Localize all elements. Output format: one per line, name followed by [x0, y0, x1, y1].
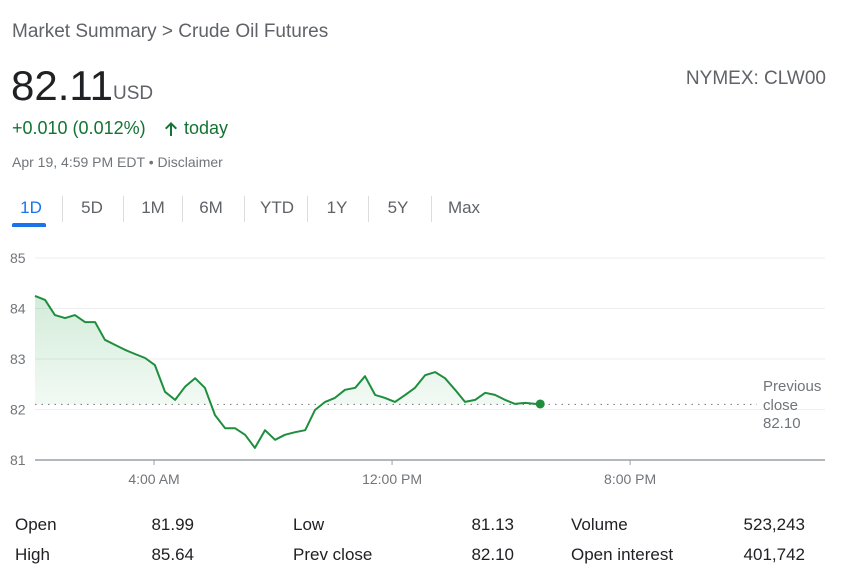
stat-value: 523,243 — [743, 515, 805, 534]
stat-value: 81.99 — [151, 515, 194, 534]
tab-separator — [182, 196, 183, 222]
change-period: today — [184, 118, 229, 138]
price-line — [34, 294, 541, 449]
y-tick-label: 82 — [10, 402, 26, 418]
stat-value: 81.13 — [471, 515, 514, 534]
price: 82.11 — [11, 62, 113, 109]
range-tab[interactable]: 6M — [199, 198, 223, 217]
range-tab[interactable]: 5Y — [387, 198, 409, 217]
stat-value: 85.64 — [151, 545, 194, 564]
active-tab-indicator — [12, 223, 46, 227]
area-fill — [35, 295, 541, 405]
timestamp-row: Apr 19, 4:59 PM EDT • Disclaimer — [12, 154, 223, 170]
breadcrumb[interactable]: Market Summary > Crude Oil Futures — [12, 21, 329, 42]
previous-close-label: Previous close — [763, 378, 822, 415]
tab-separator — [244, 196, 245, 222]
change: +0.010 (0.012%) — [12, 118, 146, 138]
y-tick-label: 83 — [10, 351, 26, 367]
range-tab[interactable]: Max — [447, 198, 481, 217]
stat-label: Low — [293, 515, 325, 534]
x-tick-label: 12:00 PM — [362, 471, 422, 487]
stat-value: 401,742 — [743, 545, 805, 564]
separator: • — [148, 154, 154, 170]
exchange: NYMEX: CLW00 — [685, 68, 826, 89]
stat-label: High — [15, 545, 50, 564]
stat-label: Open — [15, 515, 57, 534]
currency: USD — [113, 83, 154, 104]
y-tick-label: 85 — [10, 250, 26, 266]
disclaimer[interactable]: Disclaimer — [157, 154, 223, 170]
tab-separator — [307, 196, 308, 222]
last-price-dot — [535, 399, 545, 409]
stat-label: Volume — [571, 515, 628, 534]
range-tab[interactable]: 1M — [141, 198, 165, 217]
tab-separator — [122, 196, 124, 222]
range-tab[interactable]: YTD — [260, 198, 294, 217]
stat-label: Prev close — [293, 545, 373, 564]
tab-separator — [431, 196, 432, 222]
x-tick-label: 4:00 AM — [128, 471, 179, 487]
stat-label: Open interest — [571, 545, 674, 564]
tab-separator — [367, 196, 369, 222]
range-tab[interactable]: 1D — [20, 198, 42, 217]
x-tick-label: 8:00 PM — [604, 471, 656, 487]
y-tick-label: 81 — [10, 452, 26, 468]
timestamp: Apr 19, 4:59 PM EDT — [12, 154, 145, 170]
range-tab[interactable]: 5D — [81, 198, 103, 217]
previous-close-value: 82.10 — [763, 415, 801, 433]
range-tab[interactable]: 1Y — [326, 198, 348, 217]
stat-value: 82.10 — [471, 545, 514, 564]
tab-separator — [61, 196, 63, 222]
y-tick-label: 84 — [10, 301, 26, 317]
up-arrow — [165, 122, 177, 136]
chart: 81 82 83 84 85 4:00 AM 12:00 PM 8:00 PM — [10, 250, 825, 487]
